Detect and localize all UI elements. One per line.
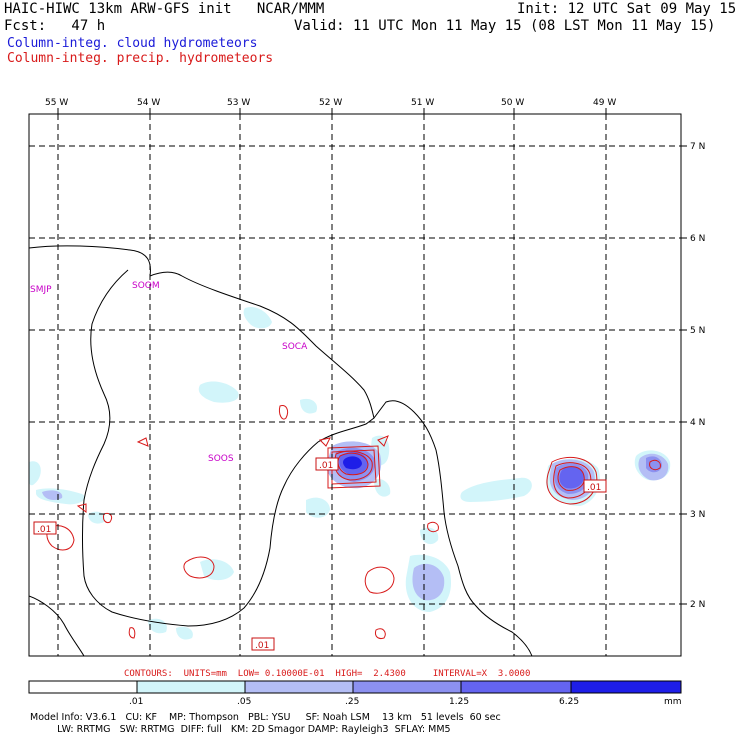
axis-ticks [58, 108, 687, 604]
colorbar-tick: .25 [345, 697, 359, 707]
lon-label: 54 W [137, 98, 160, 108]
colorbar-segment [571, 681, 681, 693]
station-label: SOOS [208, 454, 234, 464]
model-info-line1: Model Info: V3.6.1 CU: KF MP: Thompson P… [30, 712, 501, 724]
colorbar-segment [461, 681, 571, 693]
colorbar-tick: 6.25 [559, 697, 579, 707]
lat-label: 3 N [690, 510, 705, 520]
colorbar-unit: mm [664, 697, 682, 707]
lon-label: 51 W [411, 98, 434, 108]
model-info-line2: LW: RRTMG SW: RRTMG DIFF: full KM: 2D Sm… [30, 724, 451, 736]
colorbar-segment [137, 681, 245, 693]
map-frame [29, 114, 681, 656]
lat-lon-grid [29, 114, 681, 656]
colorbar-segment [245, 681, 353, 693]
contour-label: .01 [255, 641, 269, 651]
coastline [29, 246, 532, 656]
lon-label: 55 W [45, 98, 68, 108]
colorbar-tick: 1.25 [449, 697, 469, 707]
lat-label: 7 N [690, 142, 705, 152]
lon-label: 50 W [501, 98, 524, 108]
contour-label: .01 [587, 483, 601, 493]
longitude-labels: 55 W 54 W 53 W 52 W 51 W 50 W 49 W [45, 98, 616, 108]
lon-label: 49 W [593, 98, 616, 108]
station-label: SOOM [132, 281, 160, 291]
map-plot-area: .01 .01 .01 .01 SMJP SOOM SOCA SOOS [29, 114, 681, 656]
latitude-labels: 7 N 6 N 5 N 4 N 3 N 2 N [690, 142, 705, 610]
lon-label: 53 W [227, 98, 250, 108]
contour-info: CONTOURS: UNITS=mm LOW= 0.10000E-01 HIGH… [124, 668, 530, 680]
lat-label: 2 N [690, 600, 705, 610]
lon-label: 52 W [319, 98, 342, 108]
colorbar-tick: .01 [129, 697, 143, 707]
lat-label: 4 N [690, 418, 705, 428]
station-label: SMJP [30, 285, 52, 295]
colorbar: .01 .05 .25 1.25 6.25 mm [29, 681, 682, 707]
contour-label: .01 [319, 461, 333, 471]
colorbar-tick: .05 [237, 697, 251, 707]
contour-label: .01 [37, 525, 51, 535]
colorbar-segment [353, 681, 461, 693]
lat-label: 5 N [690, 326, 705, 336]
colorbar-segment [29, 681, 137, 693]
lat-label: 6 N [690, 234, 705, 244]
station-label: SOCA [282, 342, 308, 352]
